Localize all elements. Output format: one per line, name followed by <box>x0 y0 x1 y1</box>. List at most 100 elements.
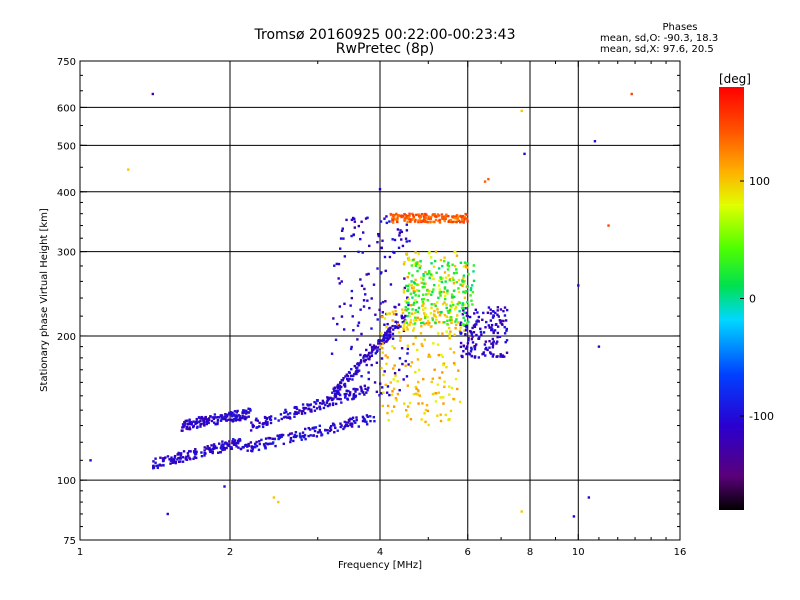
data-point <box>475 333 478 337</box>
data-point <box>333 431 336 434</box>
data-point <box>365 363 368 367</box>
data-point <box>209 450 213 453</box>
data-point <box>345 218 348 222</box>
data-point <box>434 400 438 403</box>
phase-stats-x: mean, sd,X: 97.6, 20.5 <box>600 44 714 55</box>
data-point <box>280 433 283 437</box>
chart-title-line2: RwPretec (8p) <box>335 41 435 57</box>
data-point <box>202 420 206 424</box>
data-point <box>226 444 229 447</box>
data-point <box>597 345 601 348</box>
data-point <box>406 347 410 351</box>
data-point <box>331 398 334 401</box>
data-point <box>464 307 467 310</box>
data-point <box>414 218 417 222</box>
data-point <box>472 270 475 273</box>
data-point <box>403 261 406 264</box>
data-point <box>473 312 476 315</box>
data-point <box>455 318 458 321</box>
data-point <box>386 322 389 326</box>
data-point <box>300 435 304 438</box>
data-point <box>197 416 201 419</box>
data-point <box>377 234 380 238</box>
data-point <box>370 350 374 353</box>
data-point <box>313 409 317 412</box>
data-point <box>417 252 420 255</box>
data-point <box>453 363 457 366</box>
data-point <box>466 266 469 269</box>
data-point <box>443 380 446 383</box>
data-point <box>459 322 462 326</box>
data-point <box>436 301 439 304</box>
data-point <box>216 421 219 424</box>
data-point <box>236 418 239 421</box>
data-point <box>393 372 397 375</box>
data-point <box>303 412 307 415</box>
chart-title: Tromsø 20160925 00:22:00-00:23:43 RwPret… <box>250 28 520 56</box>
data-point <box>212 443 216 446</box>
data-point <box>489 312 493 315</box>
data-point <box>433 213 436 216</box>
data-point <box>237 446 240 449</box>
data-point <box>268 416 271 419</box>
data-point <box>448 311 452 314</box>
data-point <box>298 432 302 435</box>
y-tick-label: 600 <box>57 103 76 114</box>
data-point <box>414 370 417 374</box>
data-point <box>436 343 440 346</box>
data-point <box>340 229 344 233</box>
data-point <box>457 215 460 218</box>
data-point <box>245 412 248 415</box>
data-point <box>455 214 459 217</box>
data-point <box>348 394 351 397</box>
data-point <box>424 313 428 316</box>
data-point <box>192 420 195 423</box>
data-point <box>430 306 433 310</box>
y-tick-label: 300 <box>57 248 76 259</box>
data-point <box>390 410 394 413</box>
data-point <box>220 417 223 421</box>
data-point <box>349 422 353 426</box>
data-point <box>503 355 506 358</box>
x-tick-label: 10 <box>572 547 585 558</box>
data-point <box>385 215 388 218</box>
data-point <box>380 339 383 342</box>
x-tick-label: 16 <box>674 547 687 558</box>
data-point <box>423 285 426 289</box>
data-point <box>630 92 633 96</box>
data-point <box>439 312 443 315</box>
data-point <box>392 367 395 370</box>
data-point <box>434 218 438 222</box>
data-point <box>439 294 442 297</box>
data-point <box>505 308 509 312</box>
data-point <box>452 362 456 365</box>
data-point <box>402 262 406 266</box>
data-point <box>406 323 410 326</box>
data-point <box>407 301 410 304</box>
data-point <box>496 306 500 309</box>
data-point <box>361 251 364 254</box>
data-point <box>448 393 451 396</box>
data-point <box>258 440 261 443</box>
data-point <box>384 354 387 357</box>
data-point <box>408 401 412 405</box>
data-point <box>459 326 462 329</box>
data-point <box>89 459 92 462</box>
data-point <box>412 342 415 346</box>
data-point <box>425 322 428 325</box>
data-point <box>359 359 363 362</box>
data-point <box>314 426 318 429</box>
data-point <box>427 215 430 218</box>
data-point <box>284 415 287 419</box>
data-point <box>491 316 495 319</box>
data-point <box>359 361 362 365</box>
data-point <box>350 218 354 222</box>
data-point <box>463 311 466 314</box>
data-point <box>451 294 454 298</box>
data-point <box>402 324 406 327</box>
data-point <box>359 237 362 241</box>
data-point <box>205 447 208 450</box>
data-point <box>420 324 423 328</box>
data-point <box>422 293 425 296</box>
